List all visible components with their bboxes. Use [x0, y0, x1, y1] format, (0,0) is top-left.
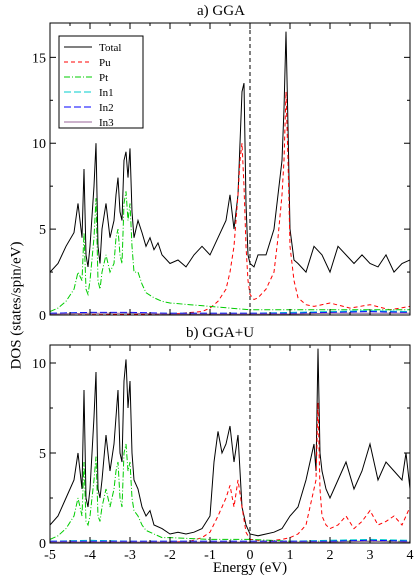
y-tick-label: 5 [39, 223, 46, 238]
x-tick-label: 4 [407, 548, 414, 563]
x-tick-label: -1 [204, 548, 216, 563]
series-pt-line [50, 191, 410, 313]
x-tick-label: -2 [164, 548, 176, 563]
series-pt-line [50, 443, 410, 542]
series-pu-line [50, 402, 410, 543]
legend: Total Pu Pt In1 In2 In3 [58, 35, 144, 129]
y-tick-label: 5 [39, 447, 46, 462]
x-tick-label: 1 [287, 548, 294, 563]
panel-a-title: a) GGA [197, 3, 245, 19]
panel-b-title: b) GGA+U [186, 325, 255, 341]
series-total-line [50, 31, 410, 274]
x-tick-label: -5 [44, 548, 56, 563]
y-axis-label: DOS (states/spin/eV) [8, 241, 25, 370]
x-axis-label: Energy (eV) [212, 560, 288, 576]
legend-label-in3: In3 [99, 117, 114, 129]
y-tick-label: 15 [32, 51, 46, 66]
x-tick-label: 2 [327, 548, 334, 563]
legend-label-pu: Pu [99, 57, 111, 69]
x-tick-label: -4 [84, 548, 96, 563]
legend-label-in1: In1 [99, 87, 114, 99]
plot-frame [49, 344, 411, 544]
legend-label-total: Total [99, 42, 121, 54]
y-tick-label: 0 [39, 309, 46, 324]
y-tick-label: 0 [39, 537, 46, 552]
legend-box [58, 35, 144, 129]
y-tick-label: 10 [32, 137, 46, 152]
series-total-line [50, 348, 410, 537]
x-tick-label: 3 [367, 548, 374, 563]
legend-label-in2: In2 [99, 102, 114, 114]
legend-label-pt: Pt [99, 72, 108, 84]
panel-a: 0 5 10 15 Total Pu Pt In1 In2 In3 [32, 22, 411, 324]
panel-b: -5 -4 -3 -2 -1 0 1 2 3 4 0 5 10 [32, 344, 414, 563]
x-tick-label: -3 [124, 548, 136, 563]
y-tick-label: 10 [32, 357, 46, 372]
x-tick-label: 0 [247, 548, 254, 563]
